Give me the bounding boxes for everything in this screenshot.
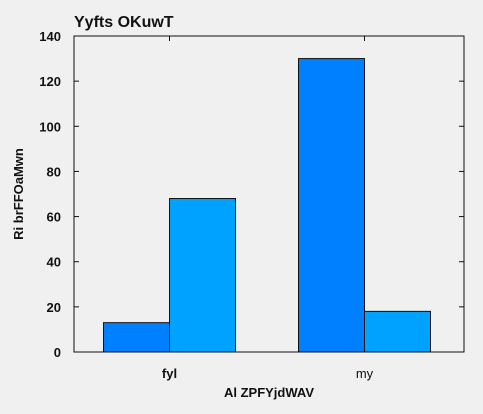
y-tick-label-120: 120 xyxy=(39,74,61,89)
x-axis-label: Al ZPFYjdWAV xyxy=(224,385,314,400)
bar-fyl-series-1 xyxy=(103,322,170,353)
x-axis-ticks: fyl my xyxy=(162,36,374,381)
bar-my-series-1 xyxy=(298,58,365,353)
x-tick-label-my: my xyxy=(356,366,374,381)
y-tick-label-140: 140 xyxy=(39,29,61,44)
bar-fyl-series-2 xyxy=(169,198,236,353)
bars-group xyxy=(103,58,431,353)
x-tick-label-fyl: fyl xyxy=(162,366,177,381)
plot-area-frame xyxy=(73,35,465,353)
y-axis-label: Ri brFFOaMwn xyxy=(11,148,26,240)
chart-title: Yyfts OKuwT xyxy=(74,14,174,31)
y-tick-label-100: 100 xyxy=(39,119,61,134)
y-tick-label-80: 80 xyxy=(47,164,61,179)
y-tick-label-40: 40 xyxy=(47,255,61,270)
y-axis-ticks: 0 20 40 60 80 100 120 140 xyxy=(39,29,464,360)
y-tick-label-60: 60 xyxy=(47,210,61,225)
bar-my-series-2 xyxy=(364,310,431,353)
y-tick-label-20: 20 xyxy=(47,300,61,315)
y-tick-label-0: 0 xyxy=(54,345,61,360)
